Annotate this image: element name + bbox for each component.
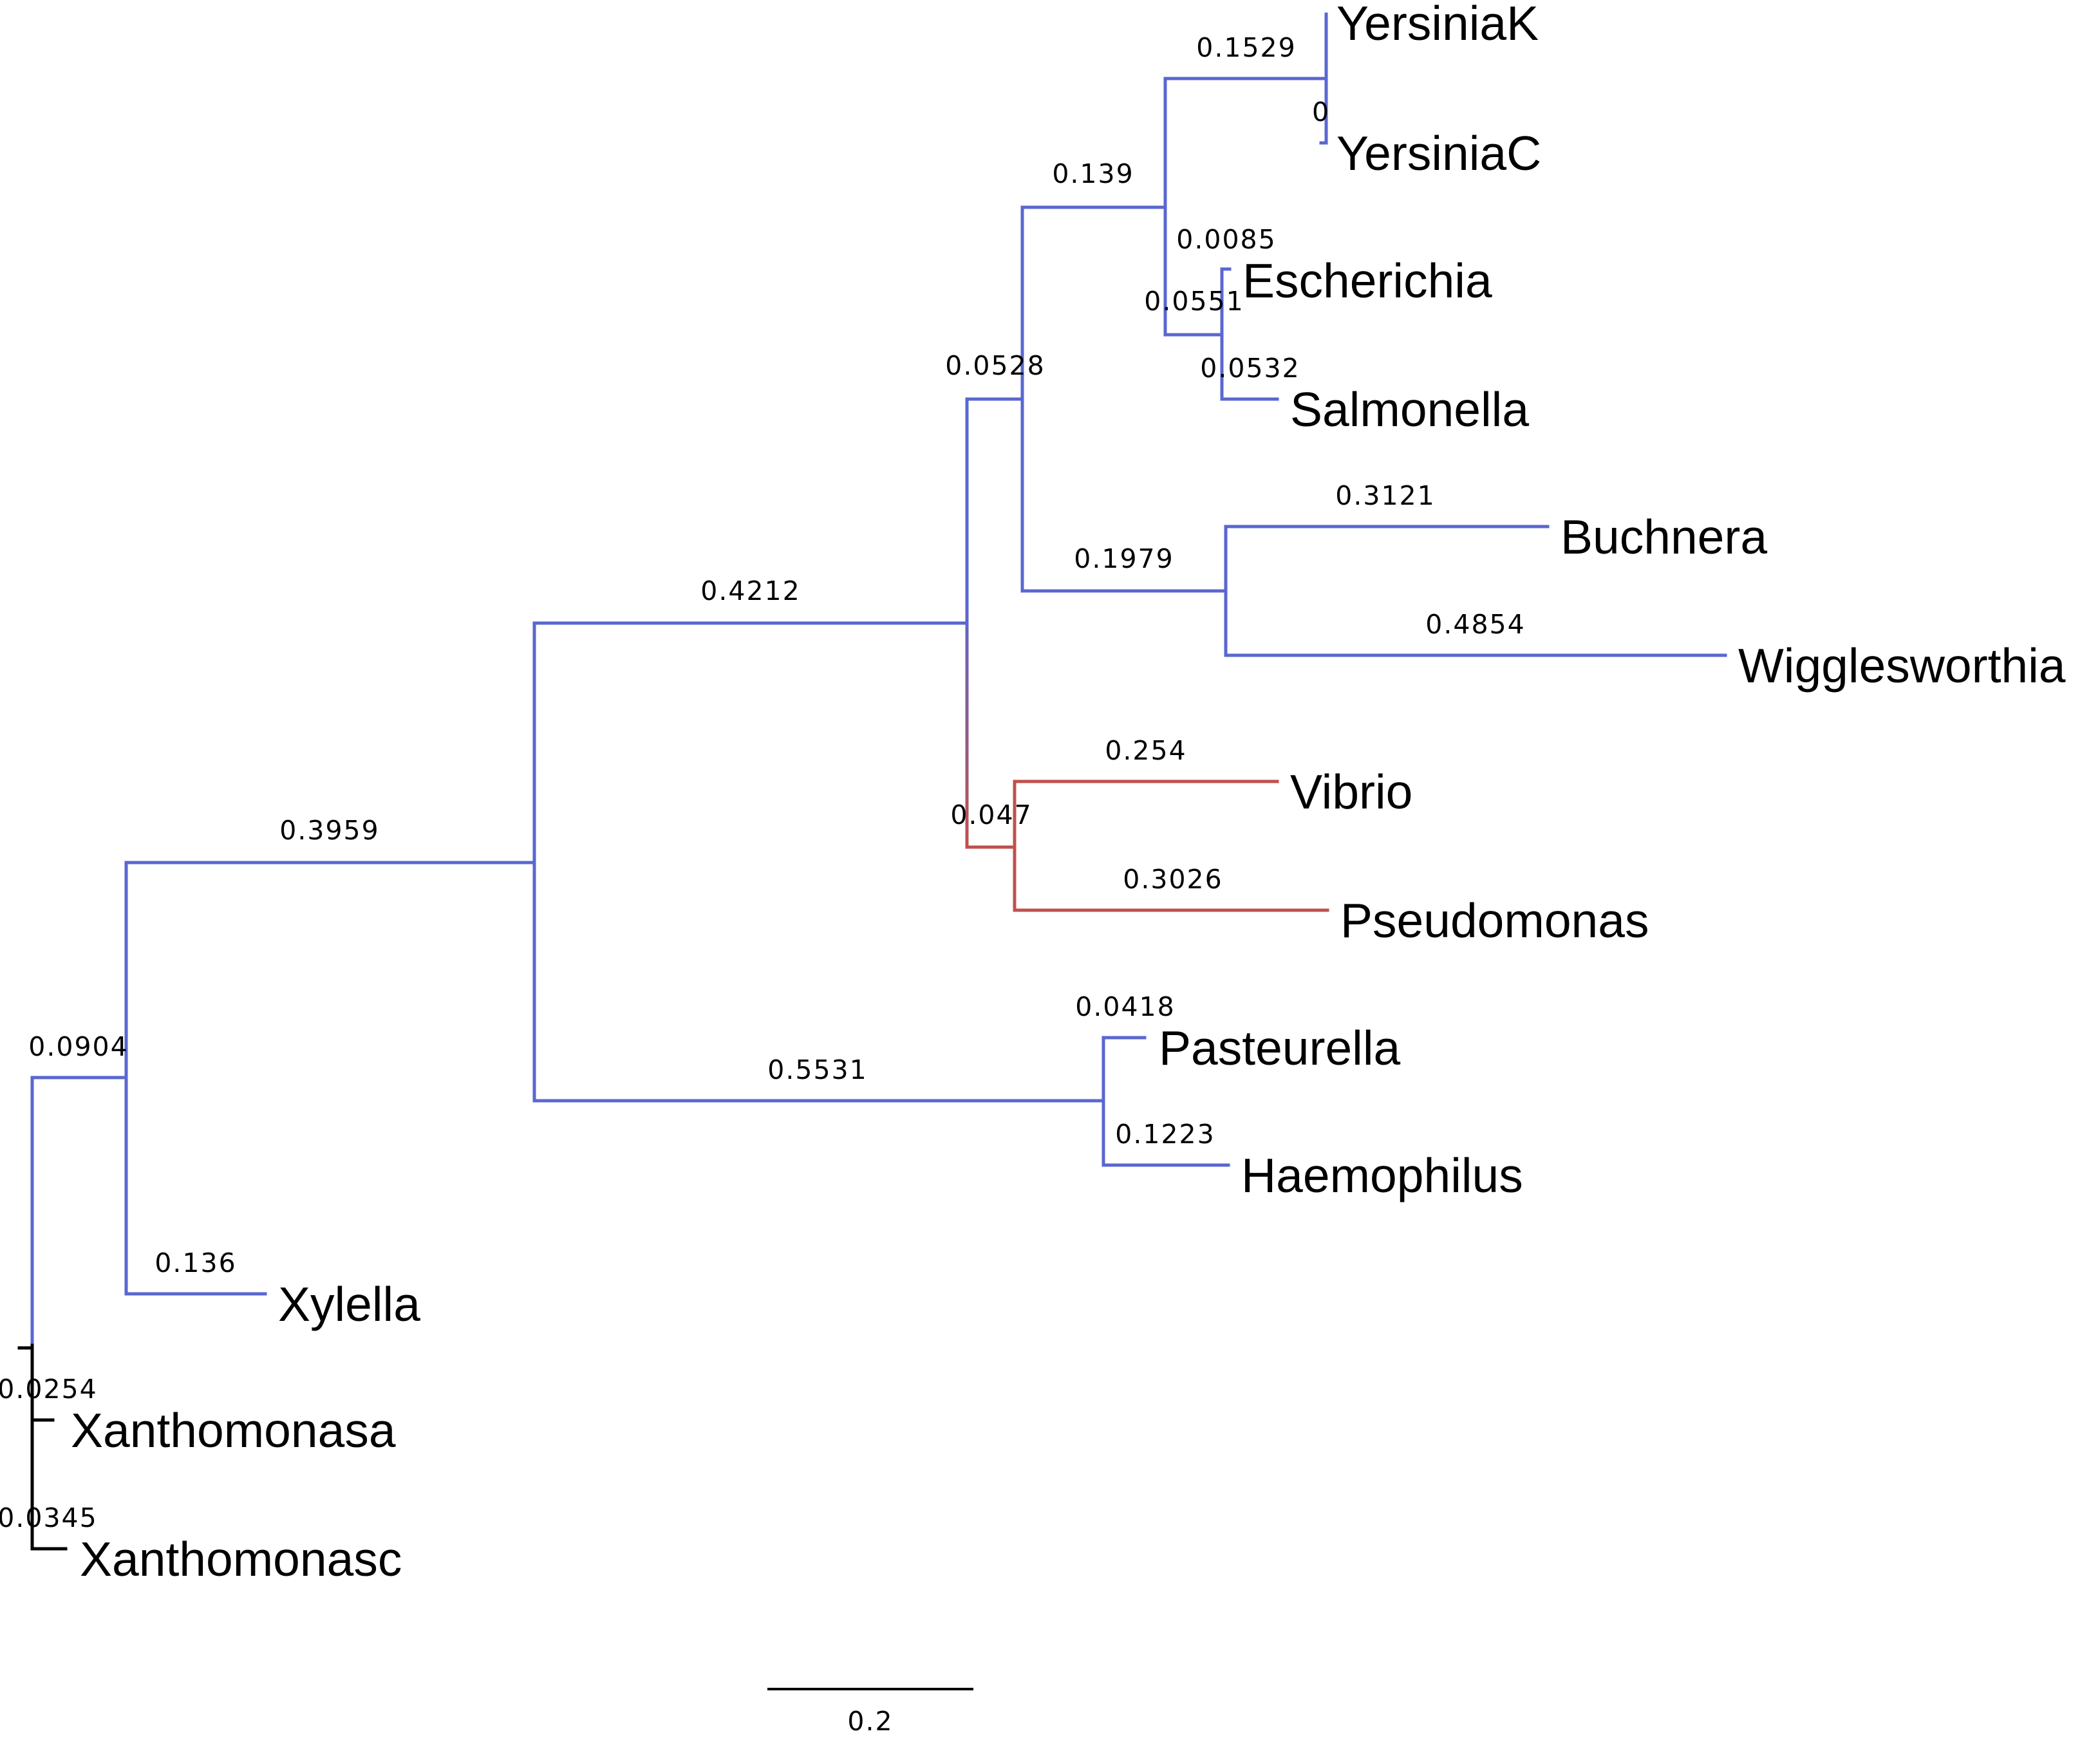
branch-length-pasteurella: 0.0418: [1075, 991, 1175, 1022]
taxon-label-escherichia: Escherichia: [1242, 254, 1492, 308]
branch-length-gamma-core-clade: 0.3959: [279, 815, 379, 846]
taxon-label-pasteurella: Pasteurella: [1159, 1021, 1401, 1075]
branch-length-escherichia-salmonella-clade: 0.0551: [1144, 286, 1244, 317]
taxon-label-salmonella: Salmonella: [1290, 382, 1529, 436]
branch-length-enteric-vibrio-clade: 0.4212: [700, 575, 800, 606]
taxon-label-haemophilus: Haemophilus: [1241, 1148, 1523, 1202]
branch-length-ingroup-clade: 0.0904: [28, 1031, 128, 1062]
branch-length-vibrio: 0.254: [1105, 735, 1186, 766]
branch-length-xylella: 0.136: [155, 1247, 236, 1278]
taxon-label-yersiniak: YersiniaK: [1336, 0, 1539, 50]
branch-length-enteric-clade: 0.0528: [945, 350, 1045, 381]
branch-length-pseudomonas: 0.3026: [1123, 864, 1223, 895]
taxon-label-yersiniac: YersiniaC: [1336, 126, 1541, 180]
taxon-label-vibrio: Vibrio: [1290, 765, 1412, 819]
branch-length-xanthomonasc: 0.0345: [0, 1502, 98, 1533]
taxon-label-pseudomonas: Pseudomonas: [1340, 893, 1649, 948]
taxon-label-xanthomonasa: Xanthomonasa: [71, 1403, 396, 1457]
scale-bar-label: 0.2: [847, 1706, 893, 1737]
branch-length-vibrio-pseudomonas-clade: 0.047: [950, 799, 1032, 830]
branch-length-labels: 0.1529 0 0.0085 0.0532 0.3121 0.4854 0.254 0.30…: [0, 32, 1525, 1533]
scale-bar: 0.2: [767, 1688, 973, 1737]
branch-length-escherichia: 0.0085: [1176, 224, 1276, 255]
taxon-label-wigglesworthia: Wigglesworthia: [1738, 639, 2066, 693]
branch-length-wigglesworthia: 0.4854: [1425, 609, 1525, 640]
branch-length-buchnera: 0.3121: [1335, 480, 1435, 511]
taxon-labels: YersiniaK YersiniaC Escherichia Salmonella B…: [71, 0, 2066, 1586]
branch-length-xanthomonasa: 0.0254: [0, 1374, 98, 1405]
taxon-label-xylella: Xylella: [278, 1277, 420, 1331]
branch-length-buchnera-wigglesworthia-clade: 0.1979: [1074, 543, 1174, 574]
taxon-label-buchnera: Buchnera: [1561, 510, 1767, 564]
branch-length-yersiniac: 0: [1312, 97, 1330, 127]
branch-length-enteric-core-clade: 0.139: [1052, 158, 1134, 189]
branch-length-yersiniak: 0.1529: [1196, 32, 1296, 63]
branch-length-haemophilus: 0.1223: [1115, 1119, 1215, 1150]
branch-length-salmonella: 0.0532: [1200, 353, 1300, 384]
branch-length-pasteurella-haemophilus-clade: 0.5531: [767, 1054, 867, 1085]
tree-branches: [17, 12, 1727, 1551]
taxon-label-xanthomonasc: Xanthomonasc: [80, 1532, 402, 1586]
